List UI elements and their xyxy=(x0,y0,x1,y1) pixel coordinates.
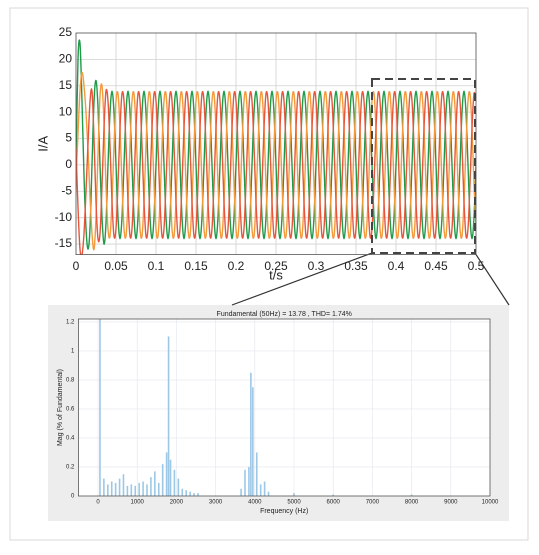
fft-plot-bg xyxy=(78,319,491,496)
axes-frame xyxy=(78,318,491,497)
x-tick-label: 1000 xyxy=(131,500,145,506)
bar xyxy=(114,482,117,496)
series-line xyxy=(76,39,476,251)
bar xyxy=(138,482,140,496)
zoom-line xyxy=(474,252,510,306)
x-tick-label: 0.1 xyxy=(148,259,165,273)
bar xyxy=(250,372,252,496)
x-tick-label: 7000 xyxy=(366,500,380,506)
bar xyxy=(193,493,195,496)
x-tick-label: 0.05 xyxy=(104,259,128,273)
bar xyxy=(99,319,101,496)
bar xyxy=(154,471,156,496)
y-tick-label: 15 xyxy=(59,78,73,92)
x-tick-label: 0 xyxy=(96,500,100,506)
y-tick-label: -5 xyxy=(61,183,72,197)
bar xyxy=(255,452,258,496)
y-axis-label: Mag (% of Fundamental) xyxy=(57,369,64,446)
bar xyxy=(146,484,148,496)
zoom-box xyxy=(371,78,476,254)
x-tick-label: 9000 xyxy=(444,500,458,506)
x-tick-label: 4000 xyxy=(248,500,262,506)
chart-title: Fundamental (50Hz) = 13.78 , THD= 1.74% xyxy=(217,311,352,318)
y-axis-label: I/A xyxy=(35,136,50,152)
bar xyxy=(177,478,180,496)
y-tick-label: 0 xyxy=(65,157,72,171)
axes-frame xyxy=(75,32,477,256)
x-tick-label: 0.15 xyxy=(184,259,208,273)
bar xyxy=(293,493,295,496)
bar xyxy=(130,484,133,496)
bar xyxy=(107,484,109,496)
y-tick-label: 20 xyxy=(59,52,73,66)
y-tick-label: 25 xyxy=(59,25,73,39)
x-tick-label: 0.2 xyxy=(228,259,245,273)
bar xyxy=(165,452,168,496)
x-tick-label: 10000 xyxy=(482,500,499,506)
x-tick-label: 0.45 xyxy=(424,259,448,273)
series-line xyxy=(76,88,476,255)
x-tick-label: 2000 xyxy=(170,500,184,506)
x-tick-label: 8000 xyxy=(405,500,419,506)
bar xyxy=(252,387,254,496)
bar xyxy=(134,485,137,496)
bar xyxy=(157,482,160,496)
x-tick-label: 3000 xyxy=(209,500,223,506)
bar xyxy=(240,488,242,496)
bar xyxy=(248,466,250,496)
bar xyxy=(126,485,129,496)
bar xyxy=(173,469,176,496)
x-tick-label: 0.4 xyxy=(388,259,405,273)
x-axis-label: t/s xyxy=(269,267,283,282)
y-tick-label: 0.8 xyxy=(66,378,75,384)
x-tick-label: 0.25 xyxy=(264,259,288,273)
bar xyxy=(161,464,164,496)
bar xyxy=(150,477,152,496)
x-tick-label: 0.5 xyxy=(468,259,485,273)
bar xyxy=(122,474,125,496)
x-axis-label: Frequency (Hz) xyxy=(260,508,308,515)
y-tick-label: 1 xyxy=(71,348,75,354)
bar xyxy=(185,490,187,496)
bar xyxy=(142,481,144,496)
bar xyxy=(332,494,334,496)
x-tick-label: 0.3 xyxy=(308,259,325,273)
y-tick-label: 5 xyxy=(65,131,72,145)
y-tick-label: 1.2 xyxy=(66,319,75,325)
y-tick-label: 0.2 xyxy=(66,465,75,471)
bar xyxy=(244,469,246,496)
bar xyxy=(103,478,105,496)
x-tick-label: 5000 xyxy=(287,500,301,506)
y-tick-label: -15 xyxy=(55,236,73,250)
bar xyxy=(189,491,191,496)
bar xyxy=(259,484,262,496)
bar xyxy=(169,459,172,496)
bar xyxy=(118,478,121,496)
y-tick-label: 0 xyxy=(71,494,75,500)
bar xyxy=(267,491,270,496)
bar xyxy=(167,336,170,496)
x-tick-label: 0 xyxy=(73,259,80,273)
y-tick-label: -10 xyxy=(55,210,73,224)
y-tick-label: 0.4 xyxy=(66,436,75,442)
bar xyxy=(263,481,266,496)
series-line xyxy=(76,71,476,251)
y-tick-label: 0.6 xyxy=(66,407,75,413)
bar xyxy=(110,481,113,496)
x-tick-label: 0.35 xyxy=(344,259,368,273)
bar xyxy=(197,493,199,496)
x-tick-label: 6000 xyxy=(327,500,341,506)
bar xyxy=(410,494,413,496)
y-tick-label: 10 xyxy=(59,104,73,118)
bar xyxy=(181,488,184,496)
zoom-line xyxy=(231,252,373,306)
